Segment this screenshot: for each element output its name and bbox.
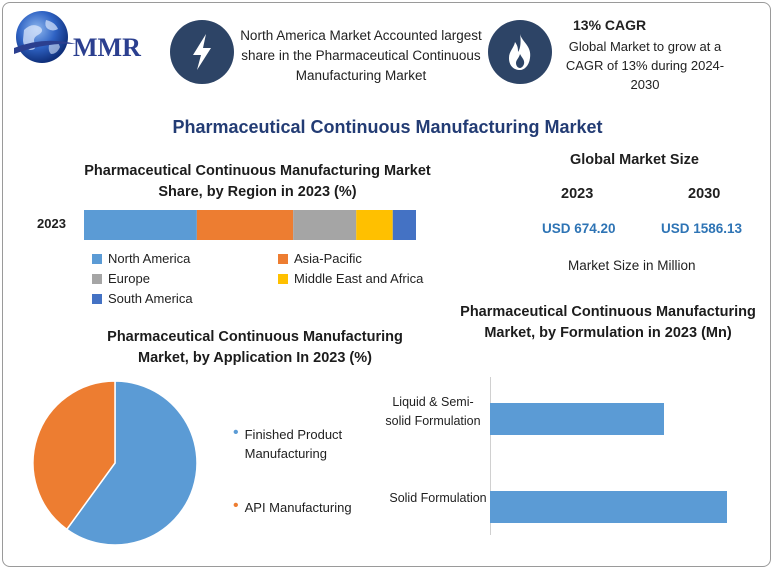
- region-chart-title: Pharmaceutical Continuous Manufacturing …: [84, 163, 431, 200]
- formulation-bars: [490, 403, 727, 523]
- legend-swatch: [278, 253, 288, 264]
- global-market-title: Global Market Size: [570, 152, 699, 168]
- region-stacked-bar: [84, 210, 416, 240]
- formulation-chart-title: Pharmaceutical Continuous Manufacturing …: [460, 304, 756, 341]
- application-chart-title: Pharmaceutical Continuous Manufacturing …: [107, 329, 403, 366]
- formulation-category-label: Liquid & Semi-solid Formulation: [385, 395, 481, 428]
- market-year-2030: 2030: [688, 186, 721, 202]
- formulation-bar: [490, 491, 727, 523]
- legend-label: North America: [108, 251, 191, 266]
- market-year-2023: 2023: [561, 186, 594, 202]
- legend-label: South America: [108, 291, 193, 306]
- region-chart-category-label: 2023: [37, 216, 66, 231]
- globe-logo-icon: [14, 11, 76, 63]
- region-bar-segment: [356, 210, 393, 240]
- logo-text: MMR: [73, 33, 141, 62]
- pie-slice: [32, 380, 116, 531]
- legend-label: Middle East and Africa: [294, 271, 424, 286]
- flame-icon: [488, 20, 552, 84]
- legend-swatch: [92, 253, 102, 264]
- cagr-text: Global Market to grow at a CAGR of 13% d…: [565, 39, 725, 92]
- legend-api-manufacturing: • API Manufacturing: [233, 498, 373, 517]
- legend-bullet-icon: •: [233, 424, 239, 441]
- legend-swatch: [278, 273, 288, 284]
- market-value-2030: USD 1586.13: [661, 221, 743, 236]
- formulation-axis-line: [490, 377, 491, 535]
- legend-middle-east-africa: Middle East and Africa: [278, 271, 423, 286]
- legend-swatch: [92, 293, 102, 304]
- market-unit-label: Market Size in Million: [568, 258, 696, 273]
- legend-finished-product: • Finished Product Manufacturing: [233, 425, 363, 463]
- legend-north-america: North America: [92, 251, 190, 266]
- market-value-2023: USD 674.20: [542, 221, 616, 236]
- legend-label: API Manufacturing: [244, 500, 352, 515]
- pie-slice: [65, 380, 198, 546]
- cagr-title: 13% CAGR: [573, 17, 647, 33]
- legend-europe: Europe: [92, 271, 150, 286]
- region-bar-segment: [84, 210, 197, 240]
- legend-south-america: South America: [92, 291, 193, 306]
- legend-label: Asia-Pacific: [294, 251, 362, 266]
- region-bar-segment: [392, 210, 416, 240]
- application-pie-chart: [32, 380, 198, 546]
- north-america-share-text: North America Market Accounted largest s…: [240, 28, 482, 83]
- region-bar-segment: [293, 210, 357, 240]
- lightning-icon: [170, 20, 234, 84]
- legend-swatch: [92, 273, 102, 284]
- page-title: Pharmaceutical Continuous Manufacturing …: [172, 117, 603, 137]
- legend-label: Europe: [108, 271, 150, 286]
- region-bar-segment: [196, 210, 294, 240]
- legend-asia-pacific: Asia-Pacific: [278, 251, 362, 266]
- formulation-bar: [490, 403, 664, 435]
- legend-bullet-icon: •: [233, 497, 239, 514]
- formulation-category-label: Solid Formulation: [389, 491, 487, 505]
- legend-label: Finished Product Manufacturing: [244, 427, 343, 461]
